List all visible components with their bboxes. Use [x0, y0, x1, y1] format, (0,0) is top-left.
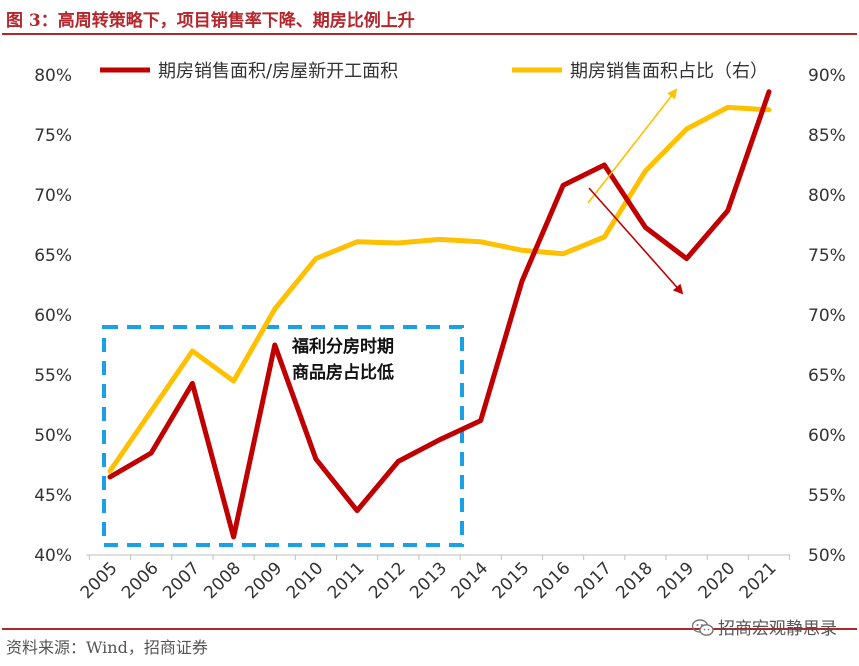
y-left-tick-label: 65%: [34, 246, 72, 266]
y-right-tick-label: 85%: [808, 126, 846, 146]
y-right-tick-label: 70%: [808, 306, 846, 326]
y-left-tick-label: 80%: [34, 66, 72, 86]
y-left-tick-label: 55%: [34, 366, 72, 386]
x-tick-label: 2008: [200, 558, 245, 603]
x-tick-label: 2010: [283, 558, 328, 603]
wechat-icon: [692, 619, 714, 636]
x-tick-label: 2014: [447, 558, 492, 603]
y-right-tick-label: 55%: [808, 486, 846, 506]
chart-title: 图 3：高周转策略下，项目销售率下降、期房比例上升: [6, 11, 415, 31]
annotation-text: 福利分房时期: [291, 336, 394, 357]
y-left-tick-label: 50%: [34, 426, 72, 446]
trend-arrow-down: [588, 187, 684, 295]
x-tick-label: 2020: [695, 558, 740, 603]
x-tick-label: 2007: [159, 558, 204, 603]
x-tick-label: 2016: [530, 558, 575, 603]
x-tick-label: 2017: [571, 558, 616, 603]
annotation-text: 商品房占比低: [292, 362, 394, 383]
y-left-tick-label: 75%: [34, 126, 72, 146]
x-tick-label: 2015: [489, 558, 534, 603]
y-right-tick-label: 50%: [808, 546, 846, 566]
series-line-presale-share: [107, 104, 772, 474]
y-left-tick-label: 60%: [34, 306, 72, 326]
y-left-tick-label: 45%: [34, 486, 72, 506]
y-right-tick-label: 65%: [808, 366, 846, 386]
x-tick-label: 2005: [77, 558, 122, 603]
annotation-box: [102, 325, 464, 547]
x-tick-label: 2009: [242, 558, 287, 603]
y-right-tick-label: 80%: [808, 186, 846, 206]
y-right-tick-label: 90%: [808, 66, 846, 86]
watermark-text: 招商宏观静思录: [718, 619, 837, 639]
y-right-tick-label: 75%: [808, 246, 846, 266]
watermark: 招商宏观静思录: [692, 614, 837, 639]
series-line-presale-to-newstarts: [107, 89, 772, 540]
x-tick-label: 2012: [365, 558, 410, 603]
x-tick-label: 2011: [324, 558, 369, 603]
x-tick-label: 2019: [653, 558, 698, 603]
x-tick-label: 2018: [612, 558, 657, 603]
x-tick-label: 2021: [736, 558, 781, 603]
y-right-tick-label: 60%: [808, 426, 846, 446]
y-left-tick-label: 40%: [34, 546, 72, 566]
footer-rule: [2, 628, 857, 630]
legend-label-yellow: 期房销售面积占比（右）: [570, 61, 768, 82]
title-rule: [2, 33, 857, 35]
x-tick-label: 2006: [118, 558, 163, 603]
trend-arrow-up: [587, 88, 678, 204]
x-tick-label: 2013: [406, 558, 451, 603]
y-left-tick-label: 70%: [34, 186, 72, 206]
legend-label-red: 期房销售面积/房屋新开工面积: [158, 61, 398, 82]
source-note: 资料来源：Wind，招商证券: [6, 638, 208, 657]
